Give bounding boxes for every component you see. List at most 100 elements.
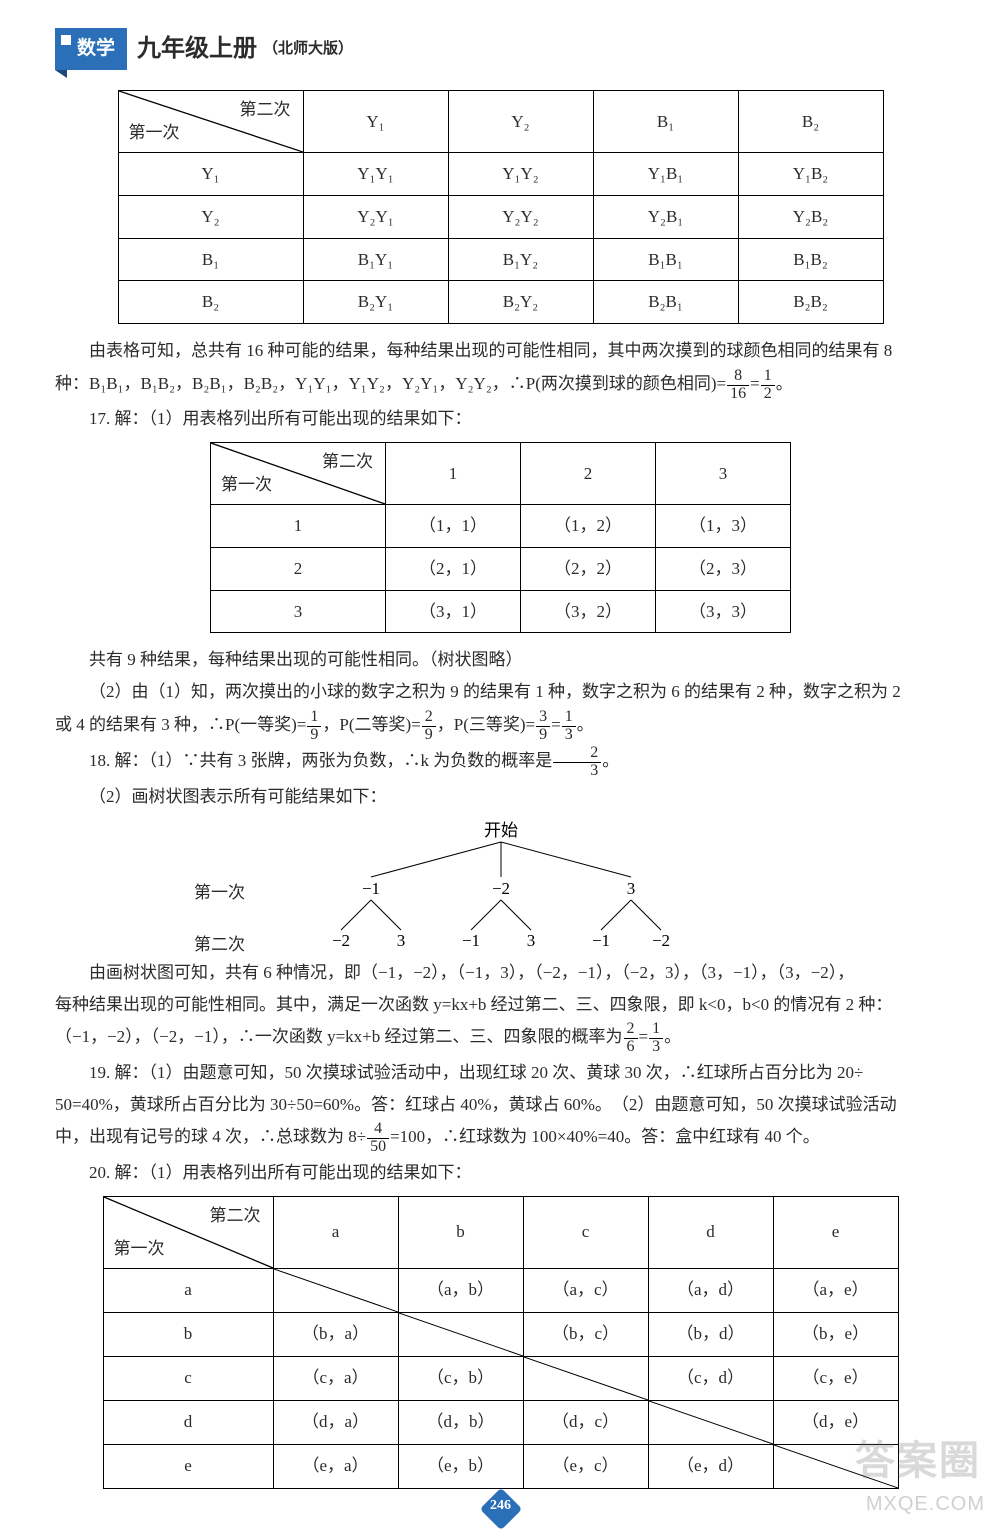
cell: （3，3） [656, 590, 791, 633]
table-row: e （e，a）（e，b）（e，c）（e，d） [103, 1444, 898, 1488]
col-header: c [523, 1196, 648, 1268]
col-axis-label: 第二次 [240, 95, 291, 125]
table-row: Y₂Y₂Y₁Y₂Y₂Y₂B₁Y₂B₂ [118, 195, 883, 238]
cell: Y₂Y₂ [448, 195, 593, 238]
row-header: a [103, 1268, 273, 1312]
svg-text:−2: −2 [331, 931, 349, 950]
table-2-corner: 第二次 第一次 [211, 443, 386, 505]
svg-text:3: 3 [626, 879, 635, 898]
para: 由表格可知，总共有 16 种可能的结果，每种结果出现的可能性相同，其中两次摸到的… [55, 336, 946, 366]
text: =100，∴红球数为 100×40%=40。答：盒中红球有 40 个。 [390, 1128, 820, 1147]
col-header: 3 [656, 443, 791, 505]
cell: （c，e） [773, 1356, 898, 1400]
q20-heading: 20. 解：（1）用表格列出所有可能出现的结果如下： [55, 1158, 946, 1188]
col-header: 1 [386, 443, 521, 505]
row-header: 1 [211, 505, 386, 548]
cell: B₂B₁ [593, 281, 738, 324]
cell: （1，3） [656, 505, 791, 548]
text: （−1，−2），（−2，−1），∴一次函数 y=kx+b 经过第二、三、四象限的… [55, 1027, 623, 1046]
col-header: a [273, 1196, 398, 1268]
table-row: B₁B₁Y₁B₁Y₂B₁B₁B₁B₂ [118, 238, 883, 281]
q19-heading: 19. 解：（1）由题意可知，50 次摸球试验活动中，出现红球 20 次、黄球 … [55, 1058, 946, 1088]
cell: （d，b） [398, 1400, 523, 1444]
svg-text:−1: −1 [361, 879, 379, 898]
text: 。 [602, 752, 619, 771]
q17-heading: 17. 解：（1）用表格列出所有可能出现的结果如下： [55, 404, 946, 434]
cell: （2，1） [386, 547, 521, 590]
row-header: B₂ [118, 281, 303, 324]
col-header: Y₁ [303, 91, 448, 153]
row-axis-label: 第一次 [221, 470, 272, 500]
col-header: Y₂ [448, 91, 593, 153]
para: （−1，−2），（−2，−1），∴一次函数 y=kx+b 经过第二、三、四象限的… [55, 1021, 946, 1056]
grade-title: 九年级上册 [137, 28, 257, 70]
cell: （c，a） [273, 1356, 398, 1400]
col-axis-label: 第二次 [322, 447, 373, 477]
text: 。 [577, 715, 594, 734]
fraction: 450 [367, 1121, 389, 1156]
cell: （b，a） [273, 1312, 398, 1356]
svg-text:−2: −2 [651, 931, 669, 950]
para: （2）画树状图表示所有可能结果如下： [55, 782, 946, 812]
table-row: c （c，a）（c，b） （c，d）（c，e） [103, 1356, 898, 1400]
col-header: B₁ [593, 91, 738, 153]
tree-row1-label: 第一次 [55, 878, 245, 908]
cell: Y₂B₁ [593, 195, 738, 238]
subject-badge: 数学 [55, 28, 127, 69]
cell-diag [523, 1356, 648, 1400]
table-row: 1（1，1）（1，2）（1，3） [211, 505, 791, 548]
cell: Y₂B₂ [738, 195, 883, 238]
cell: Y₁B₂ [738, 153, 883, 196]
table-1: 第二次 第一次 Y₁ Y₂ B₁ B₂ Y₁Y₁Y₁Y₁Y₂Y₁B₁Y₁B₂ Y… [118, 90, 884, 324]
row-header: d [103, 1400, 273, 1444]
cell: （b，e） [773, 1312, 898, 1356]
col-header: 2 [521, 443, 656, 505]
svg-text:−2: −2 [491, 879, 509, 898]
table-3-corner: 第二次 第一次 [103, 1196, 273, 1268]
cell: Y₂Y₁ [303, 195, 448, 238]
fraction: 13 [649, 1021, 663, 1056]
cell: （d，c） [523, 1400, 648, 1444]
col-header: d [648, 1196, 773, 1268]
cell: （a，b） [398, 1268, 523, 1312]
text: 18. 解：（1）∵共有 3 张牌，两张为负数，∴k 为负数的概率是 [89, 752, 552, 771]
row-header: c [103, 1356, 273, 1400]
cell: （d，a） [273, 1400, 398, 1444]
para: 由画树状图可知，共有 6 种情况，即（−1，−2），（−1，3），（−2，−1）… [55, 958, 946, 988]
table-row: a （a，b）（a，c）（a，d）（a，e） [103, 1268, 898, 1312]
cell: Y₁B₁ [593, 153, 738, 196]
svg-text:3: 3 [396, 931, 405, 950]
row-header: 3 [211, 590, 386, 633]
para: 中，出现有记号的球 4 次，∴总球数为 8÷450=100，∴红球数为 100×… [55, 1121, 946, 1156]
text: 或 4 的结果有 3 种，∴P(一等奖)= [55, 715, 306, 734]
cell: （3，2） [521, 590, 656, 633]
page-header: 数学 九年级上册 （北师大版） [55, 28, 946, 70]
watermark-text: 答案圈 [855, 1426, 981, 1496]
cell: （e，d） [648, 1444, 773, 1488]
cell: （e，c） [523, 1444, 648, 1488]
tree-diagram: 开始 −1 −2 3 −2 3 −1 3 −1 −2 第一次 第二次 [55, 822, 946, 952]
cell: （e，b） [398, 1444, 523, 1488]
table-2: 第二次 第一次 1 2 3 1（1，1）（1，2）（1，3） 2（2，1）（2，… [210, 442, 791, 633]
text: = [750, 374, 760, 393]
para: （2）由（1）知，两次摸出的小球的数字之积为 9 的结果有 1 种，数字之积为 … [55, 677, 946, 707]
cell: （e，a） [273, 1444, 398, 1488]
row-header: b [103, 1312, 273, 1356]
table-row: 2（2，1）（2，2）（2，3） [211, 547, 791, 590]
cell: （a，c） [523, 1268, 648, 1312]
table-row: 3（3，1）（3，2）（3，3） [211, 590, 791, 633]
text: 。 [664, 1027, 681, 1046]
q18-heading: 18. 解：（1）∵共有 3 张牌，两张为负数，∴k 为负数的概率是23。 [55, 745, 946, 780]
cell: B₂Y₁ [303, 281, 448, 324]
cell: （c，b） [398, 1356, 523, 1400]
fraction: 39 [536, 709, 550, 744]
svg-text:3: 3 [526, 931, 535, 950]
col-header: B₂ [738, 91, 883, 153]
cell: （3，1） [386, 590, 521, 633]
cell: B₁Y₁ [303, 238, 448, 281]
cell-diag [398, 1312, 523, 1356]
row-header: Y₁ [118, 153, 303, 196]
svg-text:−1: −1 [461, 931, 479, 950]
cell: Y₁Y₂ [448, 153, 593, 196]
table-3: 第二次 第一次 a b c d e a （a，b）（a，c）（a，d）（a，e）… [103, 1196, 899, 1489]
